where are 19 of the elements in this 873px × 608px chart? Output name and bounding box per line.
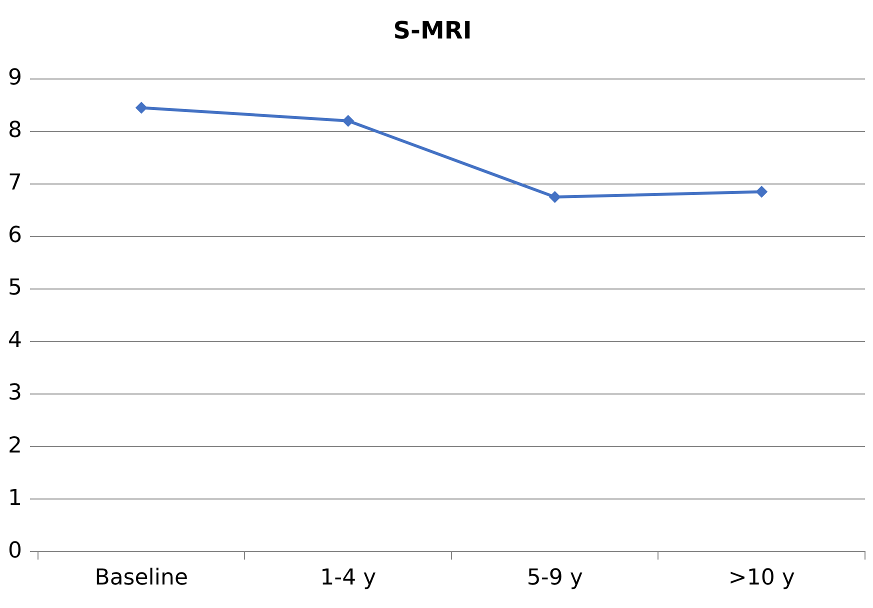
- y-tick-label: 1: [8, 486, 22, 511]
- y-tick-label: 7: [8, 170, 22, 196]
- x-tick-label: >10 y: [728, 566, 795, 591]
- y-tick-label: 3: [8, 380, 22, 406]
- y-tick-label: 2: [8, 433, 22, 458]
- y-tick-label: 6: [8, 223, 22, 248]
- y-tick-label: 5: [8, 276, 22, 301]
- x-tick-label: 5-9 y: [526, 566, 583, 591]
- point: [756, 186, 768, 198]
- x-tick-label: Baseline: [94, 566, 188, 591]
- y-tick-label: 8: [8, 118, 22, 144]
- chart-title: S-MRI: [393, 16, 472, 45]
- point: [342, 114, 354, 127]
- point: [135, 102, 148, 114]
- y-tick-label: 0: [8, 538, 22, 564]
- point: [548, 191, 561, 203]
- x-tick-label: 1-4 y: [320, 566, 376, 591]
- y-tick-label: 9: [8, 66, 22, 91]
- y-tick-label: 4: [8, 328, 22, 354]
